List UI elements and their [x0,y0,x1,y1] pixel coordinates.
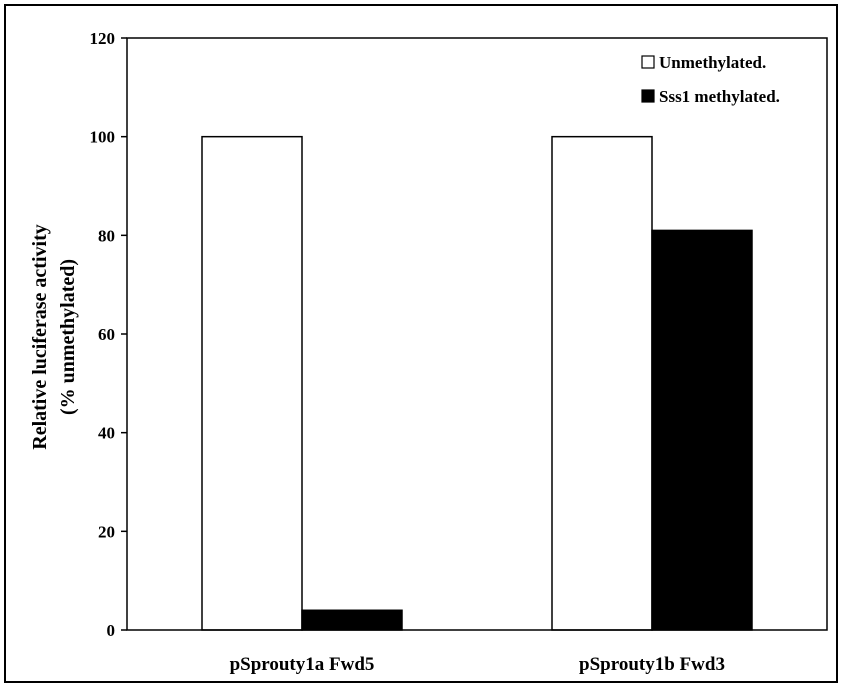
bar-sss1-methylated-2 [651,229,753,631]
bar-chart: Relative luciferase activity (% unmethyl… [29,29,828,675]
y-tick-label: 120 [90,29,116,48]
plot-area-border [126,37,828,631]
legend-label-unmethylated: Unmethylated. [659,53,766,72]
bar-sss1-methylated-1 [301,609,403,631]
y-tick-label: 60 [98,325,115,344]
legend-swatch-unmethylated [641,55,655,69]
y-tick-label: 0 [107,621,116,640]
y-axis-title-line-2: (% unmethylated) [57,259,79,415]
y-tick-label: 20 [98,522,115,541]
bar-unmethylated-2 [551,135,653,631]
x-category-label: pSprouty1a Fwd5 [230,654,375,675]
x-category-label: pSprouty1b Fwd3 [579,654,725,675]
legend-swatch-sss1-methylated [641,89,655,103]
figure-frame: Relative luciferase activity (% unmethyl… [4,4,838,683]
y-tick-label: 100 [90,128,116,147]
bar-unmethylated-1 [201,135,303,631]
y-tick-label: 80 [98,226,115,245]
y-tick-label: 40 [98,424,115,443]
y-axis-title-line-1: Relative luciferase activity [29,224,51,449]
bars [201,135,753,631]
legend: Unmethylated. Sss1 methylated. [641,53,780,106]
legend-label-sss1-methylated: Sss1 methylated. [659,87,780,106]
y-axis-ticks: 0 20 40 60 80 100 120 [90,29,127,640]
x-axis-categories: pSprouty1a Fwd5 pSprouty1b Fwd3 [230,654,725,675]
y-axis-title: Relative luciferase activity (% unmethyl… [29,224,79,449]
